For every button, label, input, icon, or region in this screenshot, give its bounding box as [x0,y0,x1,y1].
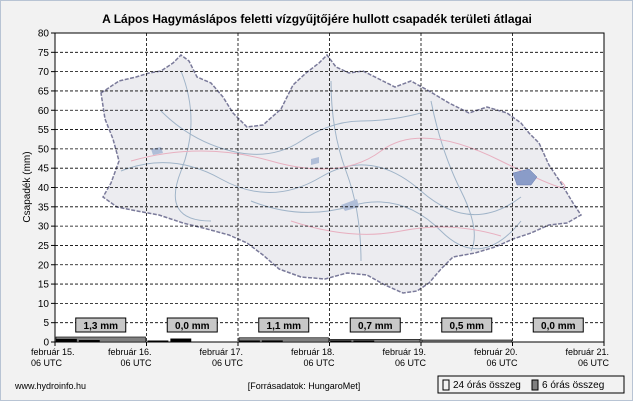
y-tick-label: 0 [43,338,49,349]
x-tick-time: 06 UTC [395,358,427,368]
x-tick-date: február 15. [31,347,75,357]
y-tick-label: 80 [38,29,50,40]
daily-total-box [441,317,493,333]
river-line [160,110,422,155]
chart-title: A Lápos Hagymáslápos feletti vízgyűjtőjé… [102,12,532,26]
river-line [250,200,522,250]
legend: 24 órás összeg 6 órás összeg [437,375,625,394]
y-tick-label: 40 [38,183,50,194]
daily-total-box [258,317,310,333]
y-tick-label: 50 [38,144,50,155]
x-tick-time: 06 UTC [303,358,335,368]
legend-label-six-hour: 6 órás összeg [542,380,604,391]
legend-box [437,375,625,394]
legend-swatch-daily [442,379,450,391]
y-tick-label: 35 [38,202,50,213]
legend-label-daily: 24 órás összeg [453,380,521,391]
y-tick-label: 15 [38,280,50,291]
bar-six-hour [353,340,375,342]
x-tick-date: február 17. [199,347,243,357]
lake [512,168,538,186]
x-tick-date: február 21. [565,347,609,357]
x-tick-time: 06 UTC [212,358,244,368]
bar-six-hour [170,338,192,342]
y-axis: 0 5 10 15 20 25 30 35 40 45 50 55 60 65 70 75 80 [38,29,55,349]
website-text: www.hydroinfo.hu [14,381,86,391]
lake [341,199,359,211]
daily-total-label: 0,0 mm [175,321,210,332]
daily-total-box [166,317,218,333]
bar-daily [421,339,512,343]
river-line [430,100,475,252]
river-line [120,162,522,216]
bar-six-hour [56,338,77,342]
daily-total-box [532,317,584,333]
y-tick-label: 65 [38,86,50,97]
daily-total-label: 0,5 mm [450,321,485,332]
river-line [174,70,212,222]
bars [55,336,512,343]
daily-total-label: 1,3 mm [84,321,119,332]
bar-six-hour [239,340,260,342]
x-tick-time: 06 UTC [578,358,610,368]
y-tick-label: 25 [38,241,50,252]
y-tick-label: 30 [38,222,50,233]
bar-six-hour [147,340,169,342]
x-tick-date: február 18. [291,347,335,357]
y-tick-label: 10 [38,299,50,310]
y-tick-label: 75 [38,48,50,59]
daily-total-box [75,317,127,333]
bar-six-hour [261,340,283,342]
daily-total-label: 1,1 mm [267,321,302,332]
legend-swatch-six-hour [531,379,539,391]
y-tick-label: 55 [38,125,50,136]
x-tick-time: 06 UTC [31,358,63,368]
bar-six-hour [78,340,100,342]
grid-lines [55,33,604,342]
daily-total-label: 0,0 mm [541,321,576,332]
x-tick-time: 06 UTC [120,358,152,368]
y-tick-label: 45 [38,164,50,175]
bar-six-hour [330,340,352,342]
road-line [290,220,502,237]
bar-daily [238,337,329,343]
x-tick-date: február 19. [382,347,426,357]
catchment-outline [100,53,583,294]
y-tick-label: 60 [38,106,50,117]
x-tick-date: február 16. [108,347,152,357]
y-axis-label: Csapadék (mm) [22,151,33,222]
x-tick-date: február 20. [474,347,518,357]
y-tick-label: 20 [38,260,50,271]
x-tick-time: 06 UTC [486,358,518,368]
y-tick-label: 70 [38,67,50,78]
catchment-map [100,53,583,294]
daily-total-box [349,317,401,333]
source-text: [Forrásadatok: HungaroMet] [248,381,361,391]
lake [311,157,319,165]
daily-total-labels: 1,3 mm 0,0 mm 1,1 mm 0,7 mm 0,5 mm 0,0 mm [75,317,584,333]
y-tick-label: 5 [43,318,49,329]
daily-total-label: 0,7 mm [358,321,393,332]
